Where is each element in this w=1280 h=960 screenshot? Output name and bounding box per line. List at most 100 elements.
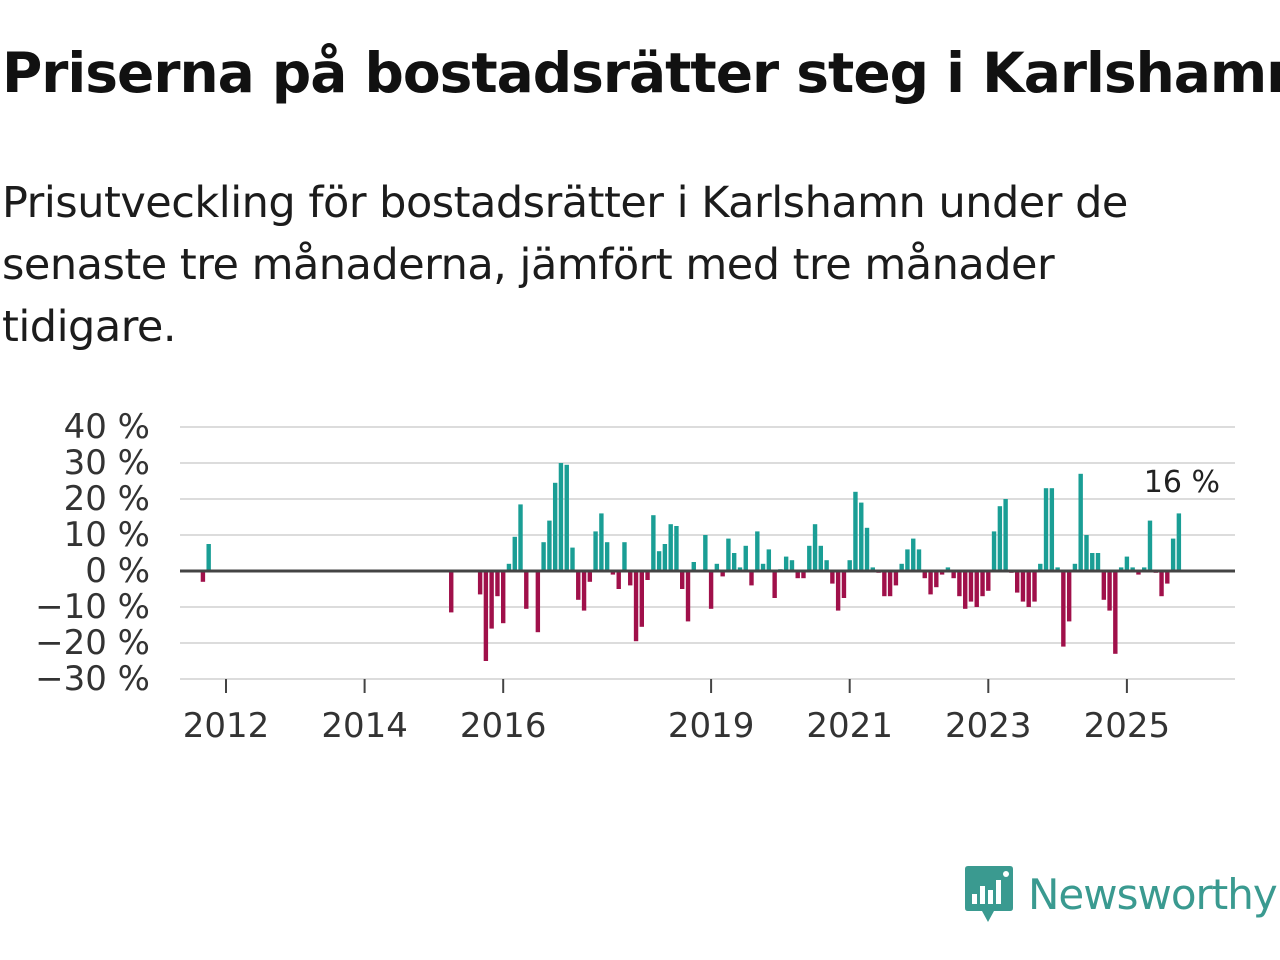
bar [587, 571, 593, 582]
bar [645, 571, 650, 580]
bar [974, 571, 979, 607]
bar [1049, 488, 1055, 571]
bar [766, 549, 772, 571]
bar [1165, 571, 1170, 584]
bar [951, 571, 956, 579]
bar [552, 482, 558, 571]
bar [581, 571, 587, 611]
bar [922, 571, 927, 579]
bar [934, 571, 939, 588]
bar [674, 526, 679, 571]
bar [506, 563, 512, 571]
bar [986, 571, 991, 591]
x-tick-label: 2014 [321, 706, 408, 740]
bar [980, 571, 985, 597]
bar [1020, 571, 1026, 602]
bar [859, 502, 864, 571]
bar [1032, 571, 1037, 602]
bar [760, 563, 766, 571]
bar [483, 571, 489, 661]
y-tick-label: −10 % [35, 587, 150, 627]
bar [564, 464, 569, 571]
bar [1066, 571, 1072, 622]
bar [524, 571, 529, 609]
bar [1038, 563, 1043, 571]
x-axis-ticks: 2012 2014 2016 2019 2021 2023 2025 [183, 679, 1170, 740]
bar [945, 567, 951, 571]
bar [541, 542, 546, 571]
bar [807, 545, 812, 571]
bar [1136, 571, 1141, 575]
bar [755, 531, 760, 571]
bar [905, 549, 910, 571]
bar [997, 506, 1003, 571]
bar [1055, 567, 1060, 571]
bar [853, 491, 858, 571]
bar [1090, 553, 1095, 571]
chart-title: Priserna på bostadsrätter steg i Karlsha… [2, 41, 1280, 105]
bar [991, 531, 997, 571]
y-tick-label: 40 % [64, 407, 150, 447]
bar [495, 571, 500, 597]
bar [656, 551, 662, 571]
gridlines [180, 426, 1235, 680]
bar [489, 571, 494, 629]
bar [1107, 571, 1112, 611]
bar [1176, 513, 1182, 571]
x-tick-label: 2025 [1084, 706, 1171, 740]
bar-series [200, 463, 1182, 661]
x-tick-label: 2019 [668, 706, 755, 740]
bar [610, 571, 616, 575]
bar [783, 556, 789, 571]
bar [818, 545, 823, 571]
bar [633, 571, 639, 642]
x-tick-label: 2016 [460, 706, 547, 740]
bar [628, 571, 633, 586]
bar [206, 544, 211, 571]
bar [1118, 567, 1124, 571]
bar [558, 463, 564, 571]
bar [1124, 556, 1130, 571]
y-tick-label: −20 % [35, 623, 150, 663]
bar [547, 520, 552, 571]
bar [864, 527, 870, 571]
bar [703, 535, 708, 571]
newsworthy-logo[interactable]: Newsworthy [964, 864, 1278, 924]
bar [830, 571, 835, 584]
bar [928, 571, 933, 595]
bar [1113, 571, 1118, 654]
bar [1095, 553, 1101, 571]
bar [795, 571, 800, 579]
bar [1142, 567, 1147, 571]
bar [968, 571, 974, 602]
bar [1170, 538, 1176, 571]
bar [1043, 488, 1049, 571]
bar [749, 571, 754, 586]
bar [639, 571, 644, 627]
bar [801, 571, 806, 579]
bar [893, 571, 899, 586]
brand-name: Newsworthy [1028, 869, 1278, 919]
bar [835, 571, 841, 611]
bar [1147, 520, 1153, 571]
x-tick-label: 2012 [183, 706, 270, 740]
bar [737, 567, 743, 571]
y-tick-label: 30 % [64, 443, 150, 483]
bar [1101, 571, 1107, 600]
bar [477, 571, 483, 595]
bar [622, 542, 627, 571]
bar [887, 571, 893, 597]
bar [847, 560, 852, 571]
bar [200, 571, 206, 582]
bar [708, 571, 714, 609]
bar [726, 538, 731, 571]
bar [720, 571, 725, 577]
bar-chart: 40 %30 %20 %10 %0 %−10 %−20 %−30 % 2012 2… [35, 407, 1235, 740]
bar [841, 571, 847, 598]
bar [576, 571, 581, 600]
bar [916, 549, 922, 571]
bar [911, 538, 916, 571]
bar [714, 563, 720, 571]
y-axis-ticks: 40 %30 %20 %10 %0 %−10 %−20 %−30 % [35, 407, 150, 699]
bar [1061, 571, 1066, 647]
